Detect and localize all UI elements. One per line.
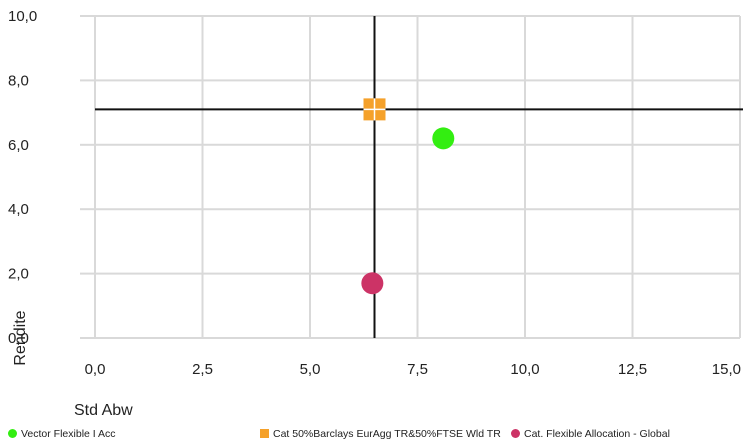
- x-tick-label: 2,5: [192, 361, 213, 378]
- legend-item[interactable]: Cat. Flexible Allocation - Global: [511, 427, 670, 441]
- y-tick-label: 2,0: [8, 266, 29, 283]
- x-tick-label: 5,0: [300, 361, 321, 378]
- legend-label: Cat. Flexible Allocation - Global: [524, 428, 670, 440]
- grid-lines: [80, 15, 741, 339]
- x-tick-labels: 0,0 2,5 5,0 7,5 10,0 12,5 15,0: [85, 361, 741, 378]
- legend-square-marker: [260, 429, 269, 438]
- data-point-3[interactable]: [361, 272, 384, 295]
- legend-label: Cat 50%Barclays EurAgg TR&50%FTSE Wld TR: [273, 428, 501, 440]
- crosshair: [95, 16, 743, 338]
- y-tick-label: 0,0: [8, 330, 29, 347]
- x-tick-label: 12,5: [618, 361, 647, 378]
- x-tick-label: 15,0: [712, 361, 741, 378]
- legend: Vector Flexible I Acc Cat 50%Barclays Eur…: [8, 427, 738, 441]
- y-axis-title: Rendite: [12, 310, 29, 365]
- y-tick-label: 8,0: [8, 72, 29, 89]
- x-tick-label: 10,0: [510, 361, 539, 378]
- y-tick-labels: 0,0 2,0 4,0 6,0 8,0 10,0: [8, 8, 37, 347]
- legend-item[interactable]: Vector Flexible I Acc: [8, 427, 116, 441]
- y-tick-label: 6,0: [8, 137, 29, 154]
- legend-item[interactable]: Cat 50%Barclays EurAgg TR&50%FTSE Wld TR: [260, 427, 501, 441]
- x-tick-label: 0,0: [85, 361, 106, 378]
- y-tick-label: 10,0: [8, 8, 37, 25]
- data-point-1[interactable]: [432, 127, 455, 150]
- data-points: [361, 98, 455, 295]
- legend-circle-marker: [8, 429, 17, 438]
- y-tick-label: 4,0: [8, 201, 29, 218]
- legend-circle-marker: [511, 429, 520, 438]
- x-axis-title: Std Abw: [74, 402, 133, 419]
- x-tick-label: 7,5: [407, 361, 428, 378]
- legend-label: Vector Flexible I Acc: [21, 428, 116, 440]
